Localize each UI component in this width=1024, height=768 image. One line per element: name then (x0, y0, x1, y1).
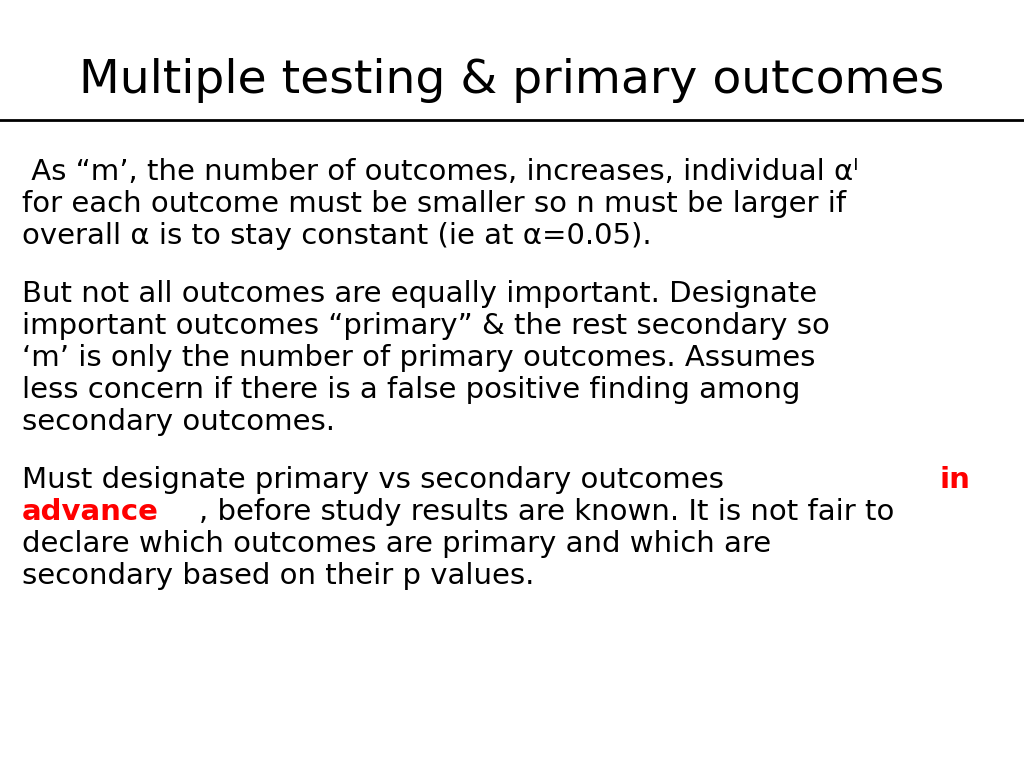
Text: less concern if there is a false positive finding among: less concern if there is a false positiv… (22, 376, 801, 404)
Text: But not all outcomes are equally important. Designate: But not all outcomes are equally importa… (22, 280, 817, 308)
Text: overall α is to stay constant (ie at α=0.05).: overall α is to stay constant (ie at α=0… (22, 222, 651, 250)
Text: Must designate primary vs secondary outcomes: Must designate primary vs secondary outc… (22, 466, 733, 494)
Text: As “m’, the number of outcomes, increases, individual αᴵ: As “m’, the number of outcomes, increase… (22, 158, 858, 186)
Text: secondary outcomes.: secondary outcomes. (22, 408, 335, 436)
Text: ‘m’ is only the number of primary outcomes. Assumes: ‘m’ is only the number of primary outcom… (22, 344, 815, 372)
Text: secondary based on their p values.: secondary based on their p values. (22, 562, 535, 590)
Text: advance: advance (22, 498, 159, 526)
Text: for each outcome must be smaller so n must be larger if: for each outcome must be smaller so n mu… (22, 190, 846, 218)
Text: declare which outcomes are primary and which are: declare which outcomes are primary and w… (22, 530, 771, 558)
Text: Multiple testing & primary outcomes: Multiple testing & primary outcomes (80, 58, 944, 103)
Text: important outcomes “primary” & the rest secondary so: important outcomes “primary” & the rest … (22, 312, 829, 340)
Text: in: in (940, 466, 971, 494)
Text: , before study results are known. It is not fair to: , before study results are known. It is … (199, 498, 894, 526)
